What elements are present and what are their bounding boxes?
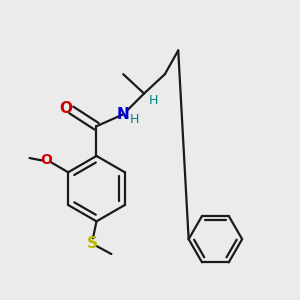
Text: H: H — [149, 94, 158, 107]
Text: S: S — [86, 236, 98, 251]
Text: O: O — [59, 101, 72, 116]
Text: H: H — [130, 113, 139, 126]
Text: O: O — [40, 153, 52, 167]
Text: N: N — [117, 107, 130, 122]
